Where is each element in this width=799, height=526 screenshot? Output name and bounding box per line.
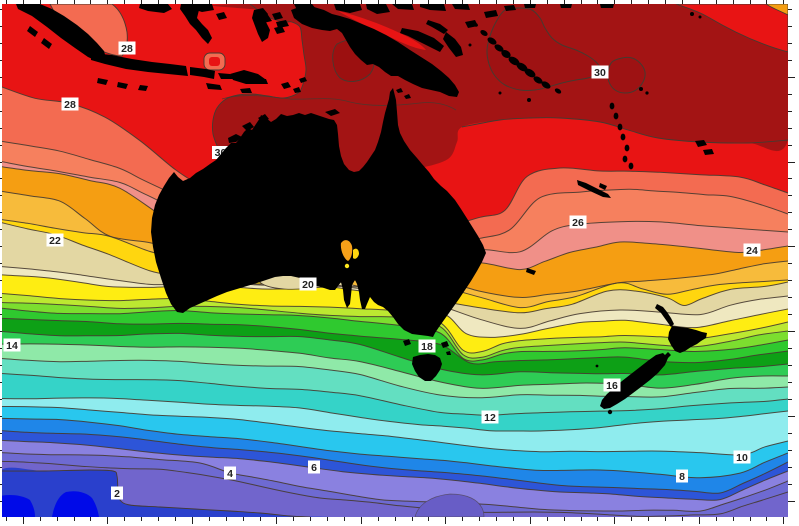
svg-text:30: 30 xyxy=(594,67,606,79)
svg-text:30: 30 xyxy=(215,147,227,159)
svg-text:24: 24 xyxy=(746,245,758,257)
svg-text:20: 20 xyxy=(302,279,314,291)
svg-text:2: 2 xyxy=(114,488,120,500)
svg-text:14: 14 xyxy=(6,340,18,352)
svg-text:6: 6 xyxy=(311,462,317,474)
svg-text:4: 4 xyxy=(227,468,233,480)
svg-text:28: 28 xyxy=(121,43,133,55)
svg-text:28: 28 xyxy=(64,99,76,111)
svg-text:16: 16 xyxy=(606,380,618,392)
svg-text:8: 8 xyxy=(679,471,685,483)
svg-text:10: 10 xyxy=(736,452,748,464)
svg-text:26: 26 xyxy=(572,217,584,229)
svg-text:22: 22 xyxy=(49,235,61,247)
svg-text:18: 18 xyxy=(421,341,433,353)
svg-text:12: 12 xyxy=(484,412,496,424)
